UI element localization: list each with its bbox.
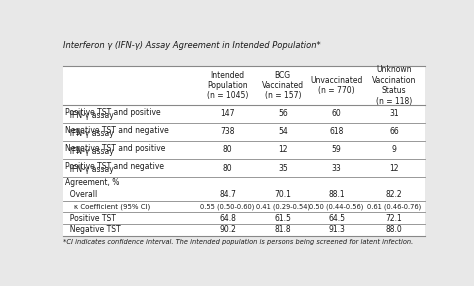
- Text: *CI indicates confidence interval. The intended population is persons being scre: *CI indicates confidence interval. The i…: [63, 239, 413, 245]
- Text: 12: 12: [278, 146, 288, 154]
- Text: 88.1: 88.1: [328, 190, 345, 199]
- Text: 35: 35: [278, 164, 288, 172]
- Text: 738: 738: [220, 127, 235, 136]
- Text: Positive TST and positive: Positive TST and positive: [65, 108, 160, 117]
- Text: 64.8: 64.8: [219, 214, 236, 223]
- Text: 90.2: 90.2: [219, 225, 236, 235]
- Text: 72.1: 72.1: [386, 214, 402, 223]
- Text: Agreement, %: Agreement, %: [65, 178, 119, 187]
- Text: 60: 60: [332, 109, 341, 118]
- Text: 59: 59: [332, 146, 341, 154]
- Text: 56: 56: [278, 109, 288, 118]
- Text: Unvaccinated
(n = 770): Unvaccinated (n = 770): [310, 76, 363, 95]
- Text: 0.41 (0.29-0.54): 0.41 (0.29-0.54): [256, 203, 310, 210]
- Text: Positive TST and negative: Positive TST and negative: [65, 162, 164, 171]
- Text: 618: 618: [329, 127, 344, 136]
- Text: IFN-γ assay: IFN-γ assay: [65, 147, 113, 156]
- Text: Overall: Overall: [65, 190, 97, 199]
- Text: 12: 12: [389, 164, 399, 172]
- Text: 91.3: 91.3: [328, 225, 345, 235]
- Text: Negative TST and positive: Negative TST and positive: [65, 144, 165, 153]
- Text: 0.55 (0.50-0.60): 0.55 (0.50-0.60): [201, 203, 255, 210]
- Text: 9: 9: [392, 146, 397, 154]
- Text: 64.5: 64.5: [328, 214, 345, 223]
- Text: 84.7: 84.7: [219, 190, 236, 199]
- Text: Positive TST: Positive TST: [65, 214, 116, 223]
- Text: 81.8: 81.8: [274, 225, 291, 235]
- Text: 80: 80: [223, 146, 232, 154]
- Text: Interferon γ (IFN-γ) Assay Agreement in Intended Population*: Interferon γ (IFN-γ) Assay Agreement in …: [63, 41, 321, 50]
- Text: BCG
Vaccinated
(n = 157): BCG Vaccinated (n = 157): [262, 71, 304, 100]
- Text: Intended
Population
(n = 1045): Intended Population (n = 1045): [207, 71, 248, 100]
- Text: 0.61 (0.46-0.76): 0.61 (0.46-0.76): [367, 203, 421, 210]
- Text: Negative TST and negative: Negative TST and negative: [65, 126, 169, 135]
- Text: 88.0: 88.0: [386, 225, 402, 235]
- Bar: [63, 66, 425, 236]
- Text: Unknown
Vaccination
Status
(n = 118): Unknown Vaccination Status (n = 118): [372, 65, 416, 106]
- Text: Negative TST: Negative TST: [65, 225, 120, 235]
- Text: 70.1: 70.1: [274, 190, 291, 199]
- Text: 147: 147: [220, 109, 235, 118]
- Text: κ Coefficient (95% CI): κ Coefficient (95% CI): [65, 203, 150, 210]
- Text: 33: 33: [332, 164, 341, 172]
- Text: 82.2: 82.2: [386, 190, 402, 199]
- Text: IFN-γ assay: IFN-γ assay: [65, 111, 113, 120]
- Text: 80: 80: [223, 164, 232, 172]
- Text: 61.5: 61.5: [274, 214, 291, 223]
- Text: IFN-γ assay: IFN-γ assay: [65, 165, 113, 174]
- Text: 0.50 (0.44-0.56): 0.50 (0.44-0.56): [310, 203, 364, 210]
- Text: 31: 31: [389, 109, 399, 118]
- Text: 66: 66: [389, 127, 399, 136]
- Text: 54: 54: [278, 127, 288, 136]
- Text: IFN-γ assay: IFN-γ assay: [65, 129, 113, 138]
